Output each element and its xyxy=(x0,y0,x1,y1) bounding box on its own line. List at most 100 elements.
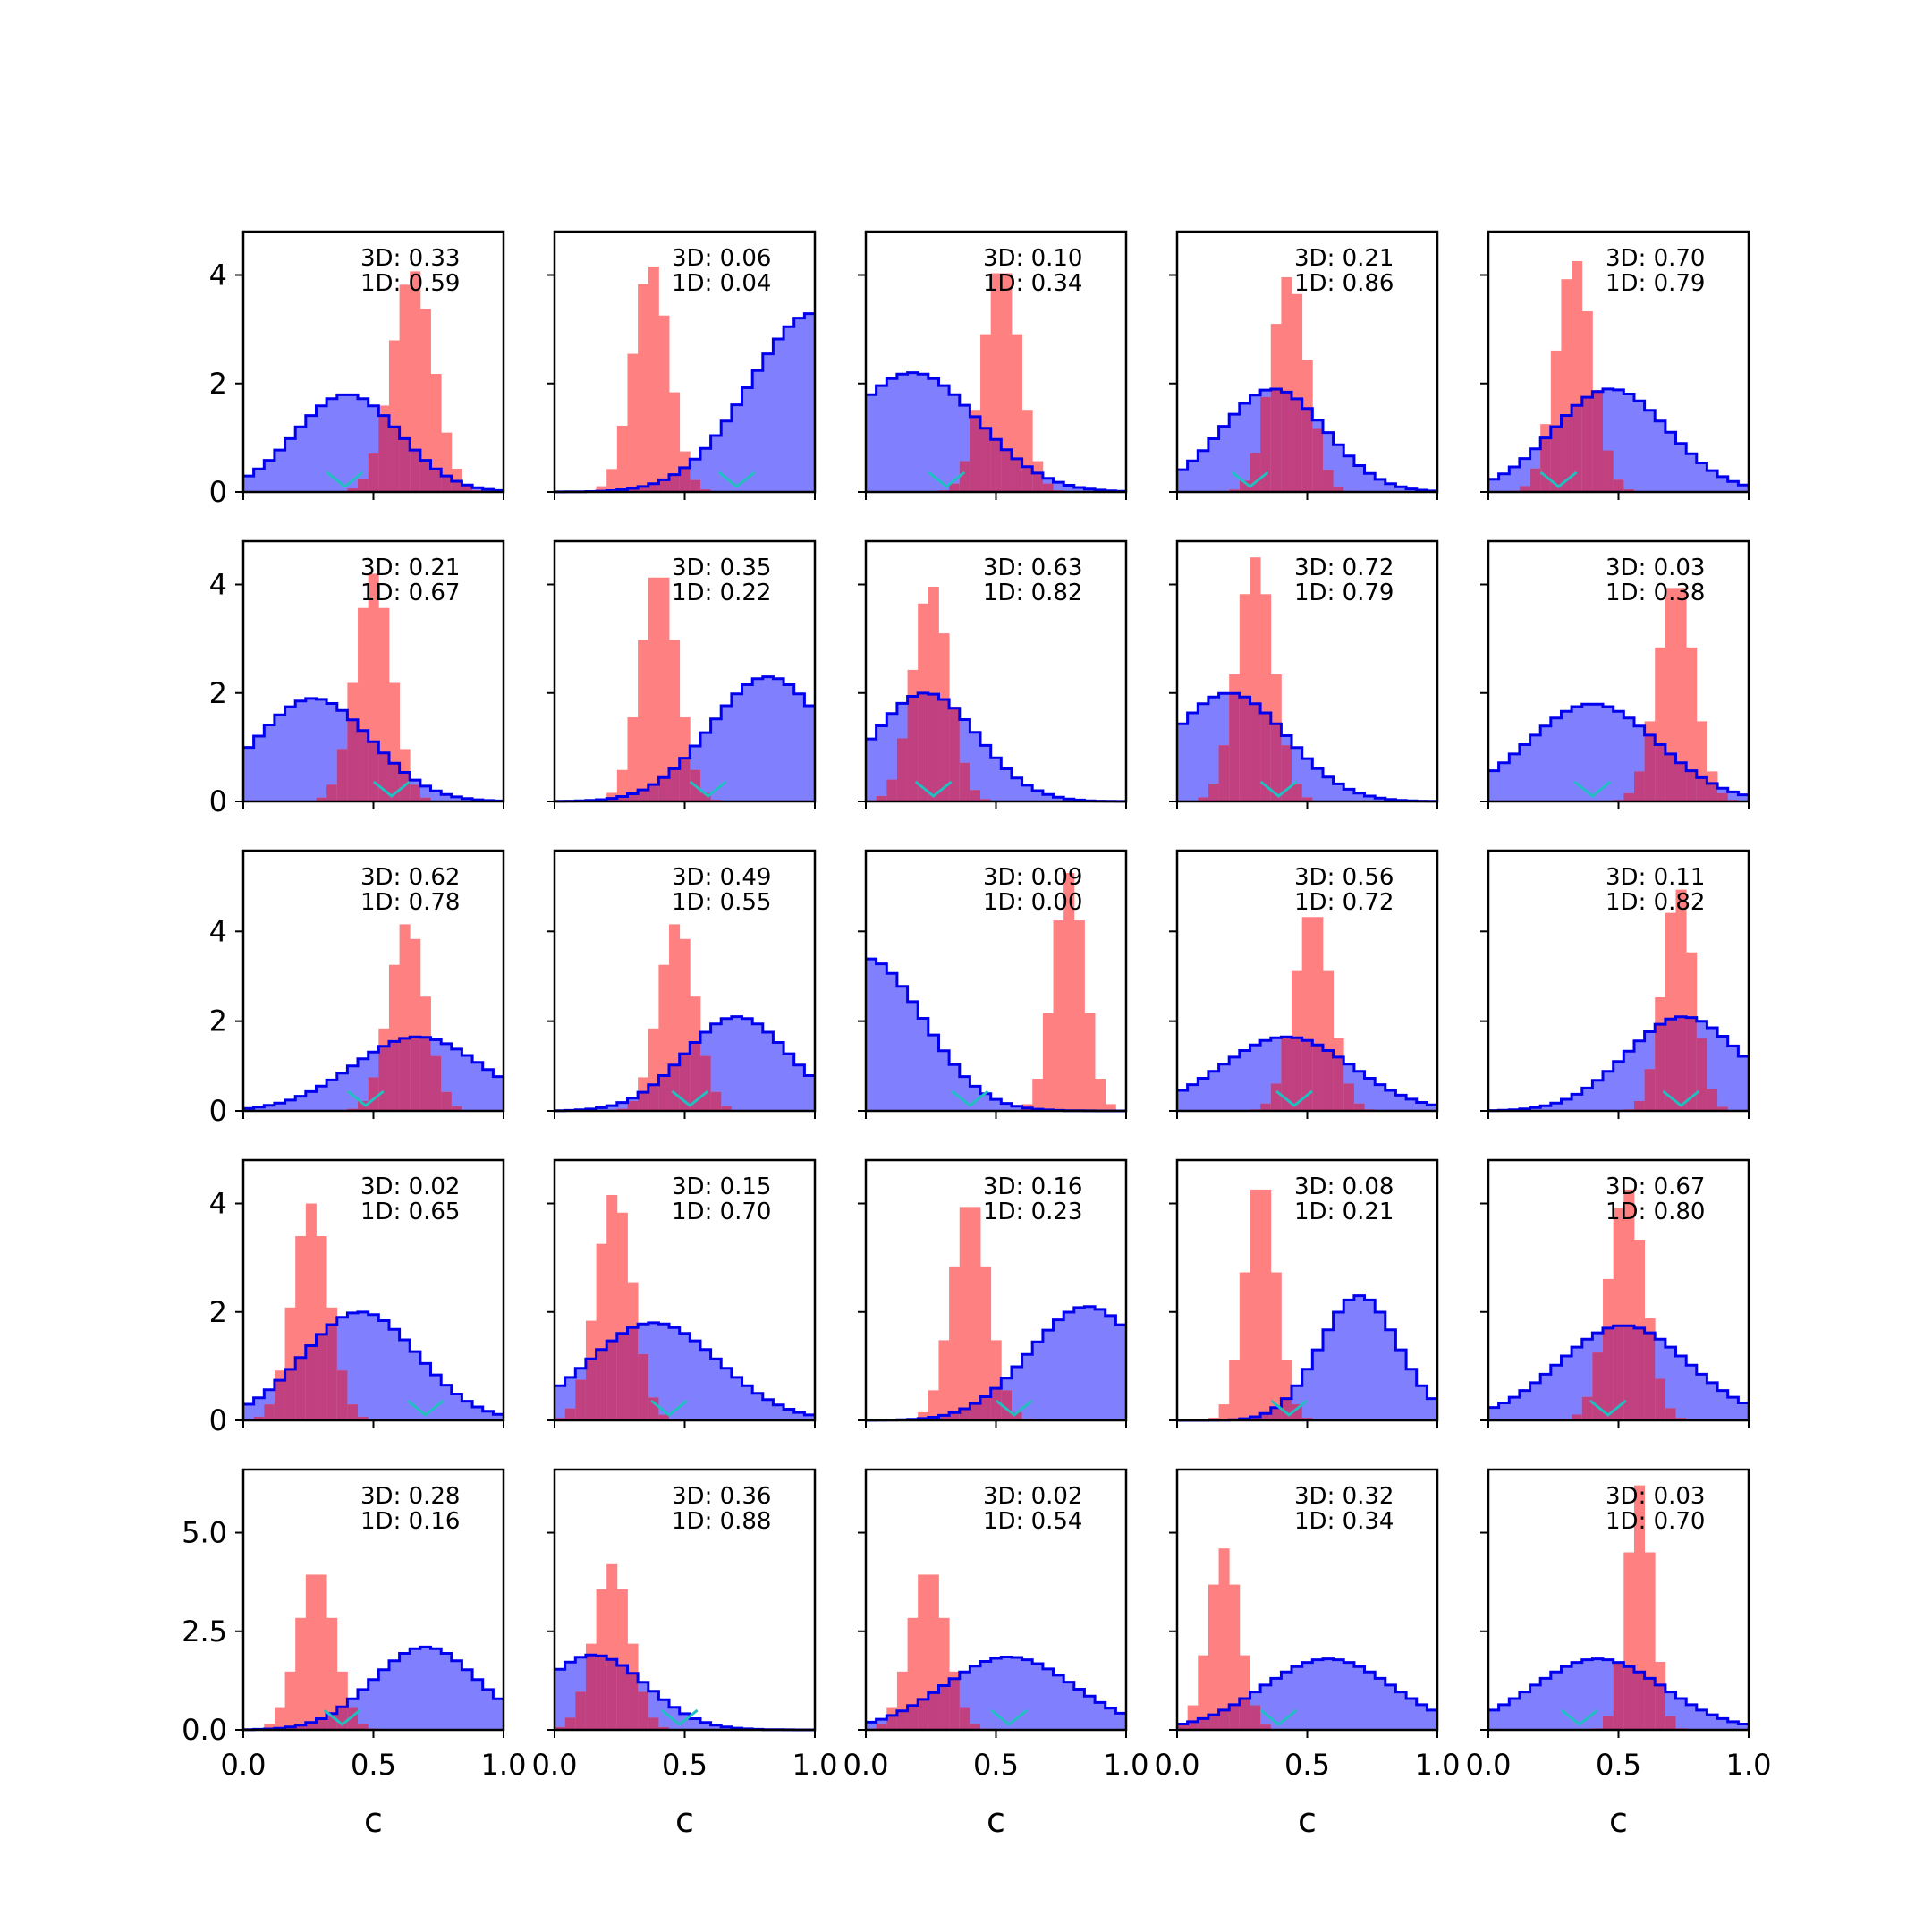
panel-r3c4-blue-bar xyxy=(1498,1402,1510,1420)
panel-r1c4-overlap-bar xyxy=(1717,792,1729,801)
panel-r0c0-overlap-bar xyxy=(410,450,421,492)
panel-r4c0-blue-step-line xyxy=(243,1645,504,1732)
panel-r4c1-xlabel: c xyxy=(675,1801,694,1840)
panel-r4c2-blue-bar xyxy=(1053,1674,1064,1730)
panel-r4c2-blue-bar xyxy=(1115,1713,1127,1730)
panel-r4c3-overlap-bar xyxy=(1208,1715,1219,1730)
panel-r4c1-blue-bar xyxy=(555,1669,566,1730)
panel-r2c3-blue-bar xyxy=(1218,1063,1230,1111)
panel-r2c0-blue-bar xyxy=(462,1055,473,1111)
panel-r0c0-overlap-bar xyxy=(388,427,400,492)
panel-r1c0-blue-bar xyxy=(274,715,285,801)
panel-r2c4-blue-bar xyxy=(1717,1036,1729,1111)
panel-r2c0-blue-bar xyxy=(493,1076,504,1111)
panel-r1c2-blue-bar xyxy=(1011,777,1022,801)
panel-r3c3-blue-bar xyxy=(1406,1368,1418,1420)
panel-r3c0-ytick-label: 0 xyxy=(209,1403,227,1437)
panel-r0c4-overlap-bar xyxy=(1592,391,1604,492)
panel-r3c1-blue-bar xyxy=(721,1368,733,1420)
panel-r4c0-blue-bar xyxy=(419,1647,431,1730)
panel-r1c1-blue-bar xyxy=(784,684,795,801)
panel-r3c4-overlap-bar xyxy=(1572,1414,1583,1420)
panel-r0c3-overlap-bar xyxy=(1260,396,1272,492)
panel-r1c1-red-bar xyxy=(658,577,670,801)
panel-r3c1-label-1d: 1D: 0.70 xyxy=(672,1199,771,1225)
panel-r1c0-blue-bar xyxy=(253,735,265,801)
panel-r3c2-overlap-bar xyxy=(970,1403,981,1420)
panel-r2c0-ytick-label: 0 xyxy=(209,1094,227,1128)
panel-r0c3-blue-bar xyxy=(1364,473,1376,492)
panel-r2c2-blue-bar xyxy=(876,963,887,1111)
panel-r4c1-label-1d: 1D: 0.88 xyxy=(672,1508,771,1535)
panel-r1c1-overlap-bar xyxy=(627,793,639,801)
panel-r2c4-blue-bar xyxy=(1623,1051,1635,1111)
panel-r4c1-xtick-label: 1.0 xyxy=(792,1748,838,1782)
panel-r3c1-blue-bar xyxy=(710,1359,722,1420)
panel-r4c4-blue-bar xyxy=(1530,1684,1541,1730)
panel-r4c0-blue-bar xyxy=(358,1689,369,1730)
panel-r0c3-blue-bar xyxy=(1187,461,1199,492)
panel-r3c4-blue-step-line xyxy=(1488,1324,1749,1410)
panel-r3c2-blue-bar xyxy=(1021,1354,1033,1420)
panel-r0c3-blue-bar xyxy=(1406,488,1418,492)
panel-r4c2-red-bar xyxy=(928,1574,939,1730)
panel-r1c0-blue-bar xyxy=(284,707,296,801)
panel-r1c0-overlap-bar xyxy=(368,741,379,801)
panel-r2c0-blue-bar xyxy=(253,1106,265,1111)
panel-r4c3-blue-bar xyxy=(1375,1678,1386,1730)
panel-r0c2-overlap-bar xyxy=(970,416,981,492)
panel-r2c3-overlap-bar xyxy=(1322,1050,1334,1111)
panel-r0c0-blue-bar xyxy=(472,487,484,492)
panel-r1c4-overlap-bar xyxy=(1665,753,1676,801)
panel-r3c0-ytick-label: 2 xyxy=(209,1295,227,1329)
panel-r1c4-blue-bar xyxy=(1540,725,1552,801)
panel-r0c3-label-1d: 1D: 0.86 xyxy=(1294,270,1394,297)
panel-r0c0-ytick-label: 4 xyxy=(209,258,227,292)
panel-r0c3-blue-step-line xyxy=(1177,387,1437,493)
panel-r0c2-overlap-bar xyxy=(1011,458,1022,492)
panel-r2c4-blue-bar xyxy=(1530,1107,1541,1111)
panel-r4c0-overlap-bar xyxy=(284,1726,296,1730)
panel-r3c0-blue-bar xyxy=(419,1363,431,1420)
panel-r4c0-blue-bar xyxy=(410,1648,421,1730)
panel-r2c1-blue-bar xyxy=(741,1018,753,1111)
panel-r4c0-overlap-bar xyxy=(316,1718,327,1730)
panel-r2c0-blue-bar xyxy=(358,1058,369,1111)
panel-r2c0-blue-bar xyxy=(336,1072,348,1111)
panel-r4c0-xtick-label: 0.0 xyxy=(221,1748,267,1782)
panel-r2c4-overlap-bar xyxy=(1633,1100,1645,1111)
panel-r0c0-estimate-marker xyxy=(326,470,364,488)
panel-r0c2-blue-bar xyxy=(1053,482,1064,492)
panel-r3c0-blue-bar xyxy=(472,1407,484,1420)
panel-r3c2-blue-bar xyxy=(1105,1315,1116,1420)
panel-r1c4-blue-bar xyxy=(1561,711,1572,801)
panel-r3c4-blue-bar xyxy=(1509,1397,1521,1420)
panel-r0c1-blue-bar xyxy=(762,353,774,492)
panel-r4c2-blue-bar xyxy=(1032,1663,1044,1730)
panel-r2c3-overlap-bar xyxy=(1270,1083,1282,1111)
panel-r1c3-blue-bar xyxy=(1301,758,1313,801)
panel-r3c2-estimate-marker xyxy=(995,1399,1033,1417)
panel-r4c4-blue-bar xyxy=(1572,1662,1583,1730)
panel-r3c3-overlap-bar xyxy=(1270,1407,1282,1420)
panel-r0c3-blue-bar xyxy=(1343,455,1355,492)
panel-r1c4-blue-bar xyxy=(1488,770,1500,801)
panel-r0c4-overlap-bar xyxy=(1613,479,1624,492)
panel-r0c1-blue-bar xyxy=(710,435,722,492)
panel-r2c2-blue-bar xyxy=(918,1018,929,1111)
panel-r2c1-overlap-bar xyxy=(679,1054,691,1111)
panel-r2c4-blue-bar xyxy=(1738,1055,1750,1111)
panel-r0c0-overlap-bar xyxy=(451,480,462,492)
panel-r2c3-blue-bar xyxy=(1229,1056,1241,1111)
panel-r3c4-blue-bar xyxy=(1665,1347,1676,1420)
panel-r2c3-overlap-bar xyxy=(1333,1056,1344,1111)
panel-r1c0-overlap-bar xyxy=(336,749,348,801)
panel-r0c4-overlap-bar xyxy=(1581,397,1593,492)
panel-r1c4-blue-bar xyxy=(1727,792,1739,801)
panel-r1c2-blue-bar xyxy=(1021,784,1033,801)
panel-r4c1-overlap-bar xyxy=(585,1655,597,1730)
panel-r3c2-blue-bar xyxy=(1063,1311,1075,1420)
panel-r0c0-blue-bar xyxy=(326,398,338,492)
panel-r1c3-blue-bar xyxy=(1343,789,1355,801)
panel-r0c4-blue-bar xyxy=(1509,466,1521,492)
